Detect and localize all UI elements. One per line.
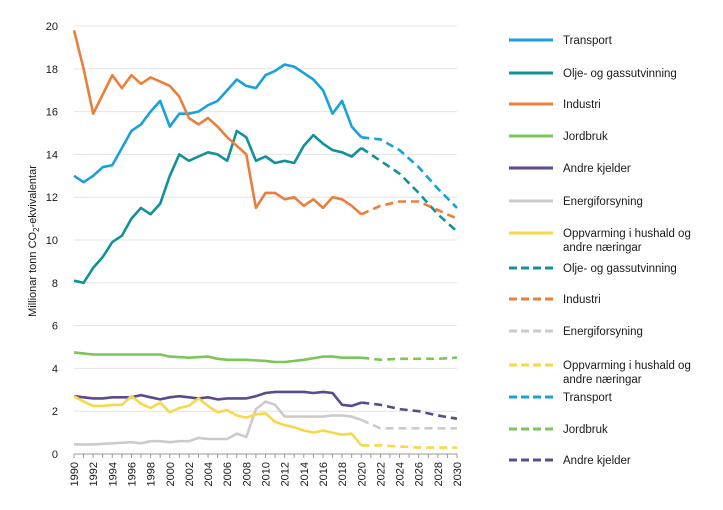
legend-label: Industri — [563, 99, 601, 111]
x-tick-label: 2006 — [222, 462, 234, 486]
legend-label: Andre kjelder — [563, 455, 631, 467]
y-tick-label: 14 — [46, 149, 58, 161]
series-line-industri — [72, 29, 363, 216]
x-tick-label: 1998 — [146, 462, 158, 486]
y-tick-label: 12 — [46, 192, 58, 204]
series-line-andre-kjelder — [73, 390, 362, 408]
x-tick-label: 2014 — [299, 462, 311, 486]
legend-label: Olje- og gassutvinning — [563, 263, 677, 275]
legend-item-energiforsyning: Energiforsyning — [509, 196, 643, 208]
legend-item-jordbruk: Jordbruk — [509, 131, 608, 143]
series-line-industri-framskriving — [360, 200, 458, 220]
series-line-transport-framskriving — [361, 136, 458, 209]
legend-label: Transport — [563, 35, 613, 47]
x-tick-label: 2004 — [203, 462, 215, 486]
x-tick-label: 1994 — [107, 462, 119, 486]
y-tick-label: 16 — [46, 107, 58, 119]
y-tick-label: 2 — [52, 406, 58, 418]
series-line-energiforsyning-framskriving — [360, 418, 457, 430]
legend-label: Energiforsyning — [563, 326, 643, 338]
y-tick-labels: 0 2 4 6 8 10 12 14 16 18 20 — [46, 21, 58, 461]
gridlines — [74, 25, 457, 412]
x-tick-label: 2030 — [452, 462, 464, 486]
y-axis-title: Millionar tonn CO2-ekvivalentar — [27, 165, 41, 317]
legend-label: Jordbruk — [563, 131, 608, 143]
legend-item-andre-kjelder-dashed: Andre kjelder — [509, 455, 631, 467]
series-line-oppvarming-i-hushald-og-andre-næringar — [73, 394, 363, 447]
x-tick-label: 2002 — [184, 462, 196, 486]
x-tick-label: 1996 — [126, 462, 138, 486]
legend-label: Andre kjelder — [563, 163, 631, 175]
series-line-oppvarming-i-hushald-og-andre-næringar-framskriving — [361, 444, 457, 449]
x-tick-label: 1990 — [69, 462, 81, 486]
y-tick-label: 10 — [46, 235, 58, 247]
x-tick-label: 2026 — [414, 462, 426, 486]
x-tick-label: 2028 — [433, 462, 445, 486]
x-tick-label: 2016 — [318, 462, 330, 486]
series-line-transport — [73, 63, 363, 184]
legend-item-olje-og-gassutvinning-dashed: Olje- og gassutvinning — [509, 263, 677, 275]
x-tick-label: 2010 — [261, 462, 273, 486]
series-line-olje-og-gassutvinning — [73, 129, 363, 285]
y-tick-label: 18 — [46, 64, 58, 76]
legend-label: Oppvarming i hushald og andre næringar — [563, 360, 691, 386]
series-lines — [72, 29, 458, 449]
legend-item-olje-og-gassutvinning: Olje- og gassutvinning — [509, 68, 677, 80]
legend-item-industri: Industri — [509, 99, 601, 111]
legend-item-transport-dashed: Transport — [509, 392, 613, 404]
legend-label: Jordbruk — [563, 424, 608, 436]
x-tick-label: 2000 — [165, 462, 177, 486]
x-tick-label: 2008 — [241, 462, 253, 486]
legend-label: Olje- og gassutvinning — [563, 68, 677, 80]
y-tick-label: 20 — [46, 21, 58, 33]
legend-item-oppvarming-i-hushald-og-andre-næringar-dashed: Oppvarming i hushald og andre næringar — [509, 360, 691, 386]
series-line-jordbruk-framskriving — [361, 356, 458, 362]
series-line-olje-og-gassutvinning-framskriving — [360, 146, 458, 233]
series-line-andre-kjelder-framskriving — [361, 401, 458, 420]
x-tick-label: 2024 — [395, 462, 407, 486]
legend-item-oppvarming-i-hushald-og-andre-næringar: Oppvarming i hushald og andre næringar — [509, 228, 691, 254]
legend-item-transport: Transport — [509, 35, 613, 47]
y-tick-label: 0 — [52, 449, 58, 461]
legend-label: Industri — [563, 294, 601, 306]
legend-item-energiforsyning-dashed: Energiforsyning — [509, 326, 643, 338]
x-tick-label: 2018 — [337, 462, 349, 486]
legend-item-andre-kjelder: Andre kjelder — [509, 163, 631, 175]
series-line-energiforsyning — [74, 400, 362, 446]
legend-label: Energiforsyning — [563, 196, 643, 208]
x-tick-label: 2022 — [375, 462, 387, 486]
y-tick-label: 4 — [52, 363, 58, 375]
series-line-jordbruk — [73, 351, 362, 364]
x-tick-label: 2020 — [356, 462, 368, 486]
legend-item-industri-dashed: Industri — [509, 294, 601, 306]
legend-item-jordbruk-dashed: Jordbruk — [509, 424, 608, 436]
legend: Transport Olje- og gassutvinning Industri J… — [509, 35, 691, 467]
legend-label: Transport — [563, 392, 613, 404]
y-tick-label: 8 — [52, 278, 58, 290]
x-tick-label: 1992 — [88, 462, 100, 486]
axes — [73, 453, 458, 458]
legend-label: Oppvarming i hushald og andre næringar — [563, 228, 691, 254]
x-tick-label: 2012 — [280, 462, 292, 486]
x-tick-labels: 1990 1992 1994 1996 1998 2000 2002 2004 2006 2008… — [69, 462, 464, 486]
y-tick-label: 6 — [52, 321, 58, 333]
